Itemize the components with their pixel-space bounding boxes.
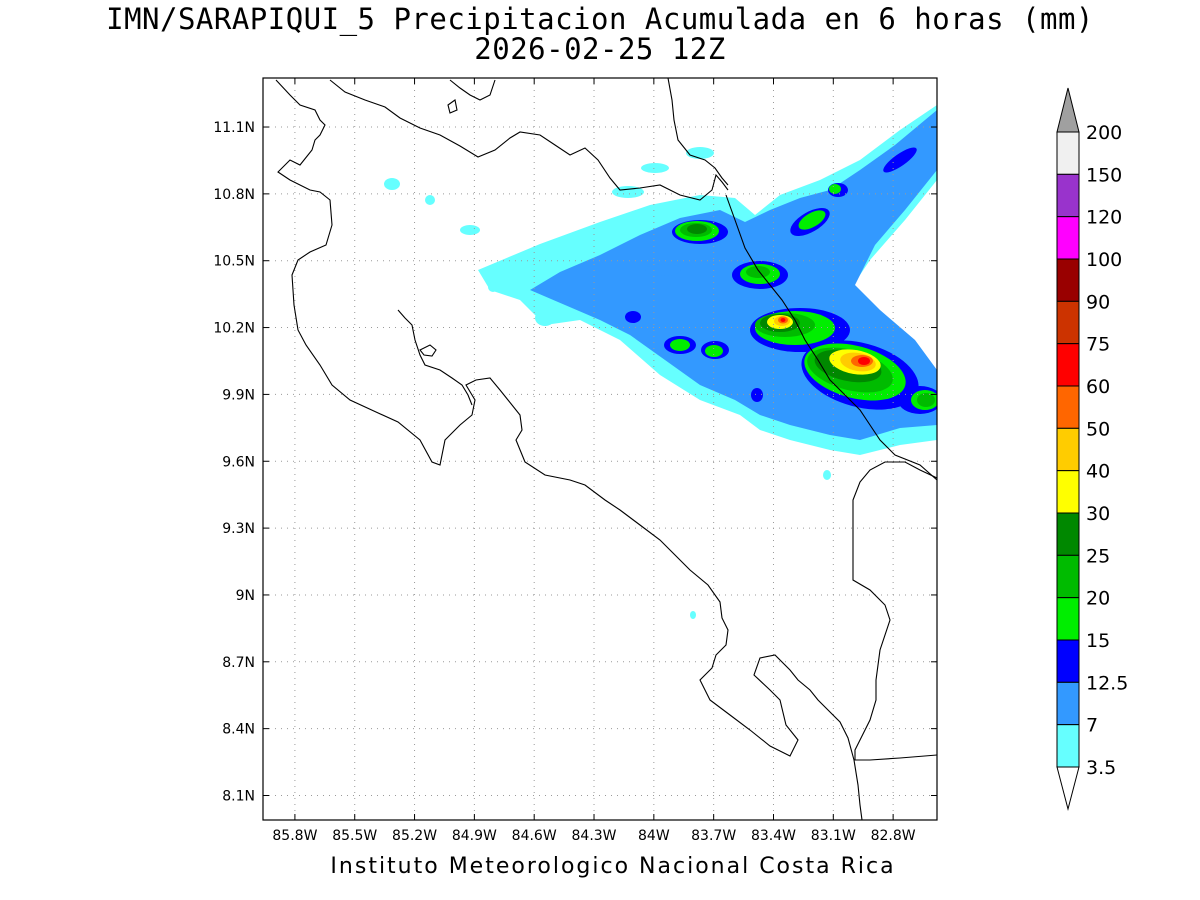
colorbar-swatch: [1056, 639, 1080, 683]
colorbar-bottom-arrow: [1056, 766, 1080, 811]
lat-tick-label: 11.1N: [213, 120, 255, 136]
colorbar-swatch: [1056, 216, 1080, 260]
lat-tick-label: 9.9N: [222, 387, 255, 403]
colorbar-label: 75: [1086, 334, 1110, 356]
colorbar-label: 100: [1086, 249, 1122, 271]
lon-tick-label: 84W: [638, 828, 670, 844]
lat-tick-label: 8.4N: [222, 722, 255, 738]
map-footer: Instituto Meteorologico Nacional Costa R…: [330, 854, 896, 879]
colorbar-label: 60: [1086, 376, 1110, 398]
colorbar-swatch: [1056, 512, 1080, 556]
colorbar-label: 25: [1086, 545, 1110, 567]
colorbar-label: 3.5: [1086, 757, 1116, 779]
precip-60mm: [780, 318, 870, 365]
lat-tick-label: 10.8N: [213, 187, 255, 203]
plot-frame: [262, 77, 938, 821]
colorbar-swatch: [1056, 343, 1080, 387]
colorbar-swatch: [1056, 681, 1080, 726]
colorbar-swatch: [1056, 554, 1080, 599]
colorbar-swatch: [1056, 724, 1080, 768]
lat-tick-label: 8.7N: [222, 655, 255, 671]
lon-tick-label: 85.8W: [272, 828, 317, 844]
lon-tick-label: 84.9W: [452, 828, 497, 844]
lat-tick-label: 9.3N: [222, 521, 255, 537]
colorbar-swatch: [1056, 173, 1080, 218]
lon-tick-label: 84.6W: [512, 828, 557, 844]
colorbar-swatch: [1056, 470, 1080, 514]
lon-tick-label: 83.4W: [751, 828, 796, 844]
lon-tick-label: 83.1W: [811, 828, 856, 844]
lat-tick-label: 10.5N: [213, 254, 255, 270]
colorbar-label: 40: [1086, 461, 1110, 483]
coastlines: [275, 78, 937, 820]
colorbar-label: 200: [1086, 122, 1122, 144]
map-axes: 85.8W 85.5W 85.2W 84.9W 84.6W 84.3W 84W 83.7W 83…: [213, 78, 937, 844]
map-gridlines: [263, 78, 937, 820]
map-subtitle: 2026-02-25 12Z: [474, 32, 726, 66]
colorbar-label: 12.5: [1086, 672, 1128, 694]
precipitation-field: [384, 105, 937, 619]
colorbar-label: 120: [1086, 207, 1122, 229]
lat-tick-label: 10.2N: [213, 321, 255, 337]
colorbar-swatch: [1056, 258, 1080, 302]
lat-tick-label: 8.1N: [222, 788, 255, 804]
colorbar-swatch: [1056, 427, 1080, 472]
colorbar: 200 150 120 100 90 75 60 50 40 30 25 20 15 12.5 7 3.5: [1056, 87, 1128, 811]
colorbar-label: 150: [1086, 164, 1122, 186]
lon-tick-label: 83.7W: [691, 828, 736, 844]
lon-tick-label: 82.8W: [871, 828, 916, 844]
colorbar-label: 50: [1086, 418, 1110, 440]
colorbar-label: 30: [1086, 503, 1110, 525]
lat-tick-label: 9N: [236, 588, 255, 604]
lat-tick-label: 9.6N: [222, 454, 255, 470]
colorbar-label: 20: [1086, 588, 1110, 610]
colorbar-label: 90: [1086, 291, 1110, 313]
colorbar-label: 15: [1086, 630, 1110, 652]
map-title: IMN/SARAPIQUI_5 Precipitacion Acumulada …: [106, 2, 1094, 36]
colorbar-label: 7: [1086, 715, 1098, 737]
colorbar-swatch: [1056, 385, 1080, 429]
colorbar-top-arrow: [1056, 87, 1080, 133]
lon-tick-label: 85.5W: [332, 828, 377, 844]
colorbar-swatch: [1056, 131, 1080, 175]
lon-tick-label: 85.2W: [392, 828, 437, 844]
lon-tick-label: 84.3W: [572, 828, 617, 844]
colorbar-swatch: [1056, 597, 1080, 641]
colorbar-swatch: [1056, 300, 1080, 345]
